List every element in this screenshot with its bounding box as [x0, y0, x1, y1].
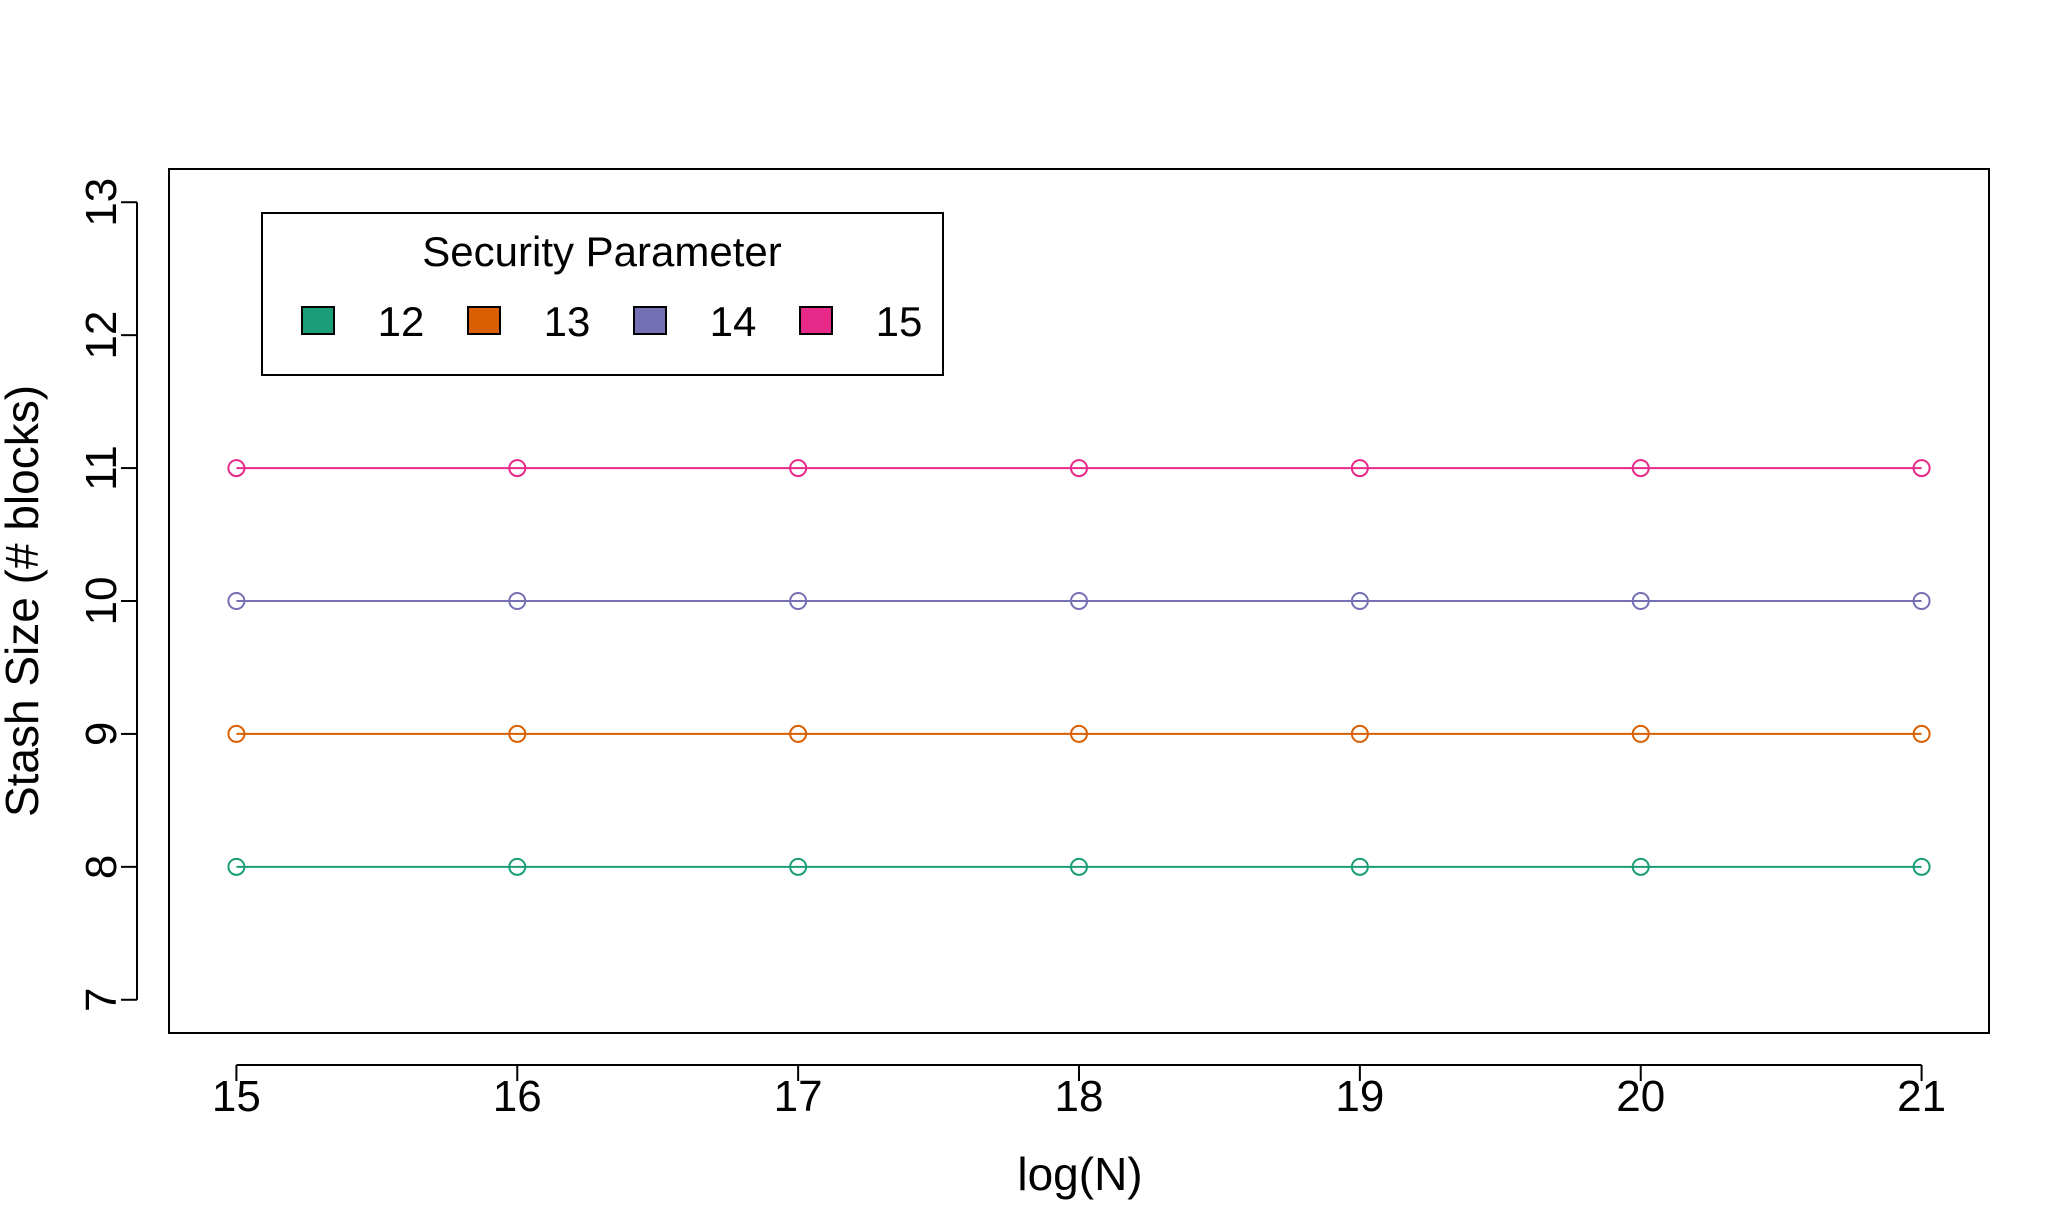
- y-tick-label: 10: [77, 577, 126, 626]
- x-tick-label: 18: [1055, 1072, 1104, 1121]
- plot-frame: [168, 168, 1990, 1034]
- y-tick-label: 9: [77, 722, 126, 746]
- data-point: [1912, 724, 1931, 743]
- y-tick-label: 7: [77, 988, 126, 1012]
- series-13: [227, 724, 1931, 743]
- legend-swatch: [301, 306, 335, 335]
- legend: Security Parameter 12 13 14 15: [261, 212, 944, 376]
- data-point: [1350, 724, 1369, 743]
- data-point: [1070, 724, 1088, 743]
- data-point: [227, 459, 246, 478]
- y-axis-title: Stash Size (# blocks): [0, 385, 48, 817]
- series-group: [227, 459, 1931, 876]
- data-point: [227, 592, 246, 610]
- x-axis: 15 16 17 18 19 20 21: [212, 1064, 1946, 1121]
- y-tick-label: 12: [77, 311, 126, 360]
- series-14: [227, 592, 1931, 610]
- data-point: [789, 592, 808, 610]
- data-point: [1070, 459, 1088, 478]
- data-point: [1912, 459, 1931, 478]
- data-point: [1350, 592, 1369, 610]
- data-point: [227, 857, 246, 876]
- legend-label: 12: [378, 298, 425, 345]
- data-point: [1350, 459, 1369, 478]
- y-tick-label: 11: [77, 445, 126, 491]
- data-point: [1631, 857, 1650, 876]
- data-point: [227, 724, 246, 743]
- data-point: [1350, 857, 1369, 876]
- y-axis: 7 8 9 10 11 12 13: [77, 178, 138, 1012]
- data-point: [508, 459, 527, 478]
- legend-title: Security Parameter: [422, 228, 781, 275]
- legend-items: 12 13 14 15: [301, 298, 923, 345]
- data-point: [1912, 857, 1931, 876]
- legend-swatch: [633, 306, 667, 335]
- legend-label: 13: [544, 298, 591, 345]
- y-tick-label: 8: [77, 855, 126, 879]
- data-point: [789, 459, 808, 478]
- x-tick-label: 21: [1897, 1072, 1946, 1121]
- data-point: [508, 592, 527, 610]
- data-point: [789, 724, 808, 743]
- legend-swatch: [799, 306, 833, 335]
- series-12: [227, 857, 1931, 876]
- x-axis-title: log(N): [1017, 1148, 1142, 1200]
- data-point: [1631, 592, 1650, 610]
- data-point: [1070, 592, 1088, 610]
- x-tick-label: 20: [1616, 1072, 1665, 1121]
- series-15: [227, 459, 1931, 478]
- data-point: [1070, 857, 1088, 876]
- legend-label: 15: [876, 298, 923, 345]
- data-point: [1631, 459, 1650, 478]
- data-point: [789, 857, 808, 876]
- x-tick-label: 15: [212, 1072, 261, 1121]
- legend-box: [261, 212, 944, 376]
- legend-swatch: [467, 306, 501, 335]
- x-tick-label: 17: [774, 1072, 823, 1121]
- data-point: [1912, 592, 1931, 610]
- x-tick-label: 16: [493, 1072, 542, 1121]
- data-point: [508, 857, 527, 876]
- y-tick-label: 13: [77, 178, 126, 227]
- data-point: [1631, 724, 1650, 743]
- x-tick-label: 19: [1335, 1072, 1384, 1121]
- legend-label: 14: [710, 298, 757, 345]
- data-point: [508, 724, 527, 743]
